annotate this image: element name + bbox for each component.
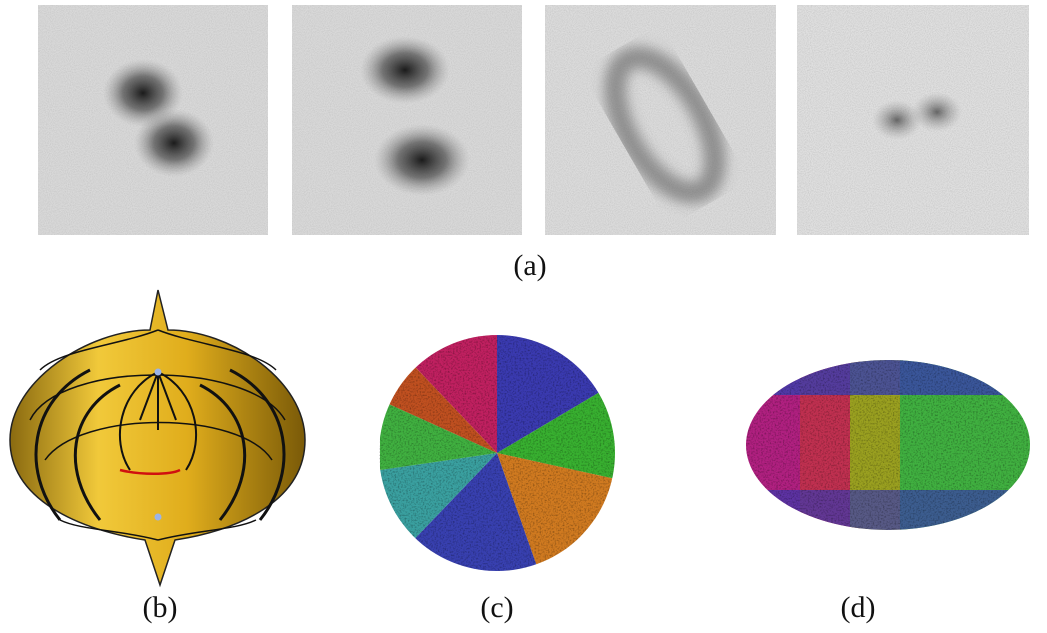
panel-label: (a) [513,249,546,282]
panel-a2 [292,5,522,235]
figure: (a) (b) (c) [0,0,1047,633]
panel-a4 [797,5,1029,235]
panel-label: (b) [143,591,178,624]
panel-a3 [545,5,776,235]
panel-b [10,290,305,585]
panel-d [740,355,1030,535]
panel-a1 [38,5,268,235]
panel-c [370,325,630,585]
panel-label: (c) [480,591,513,624]
page: (a) (b) (c) [0,0,1047,633]
panel-label: (d) [841,591,876,624]
